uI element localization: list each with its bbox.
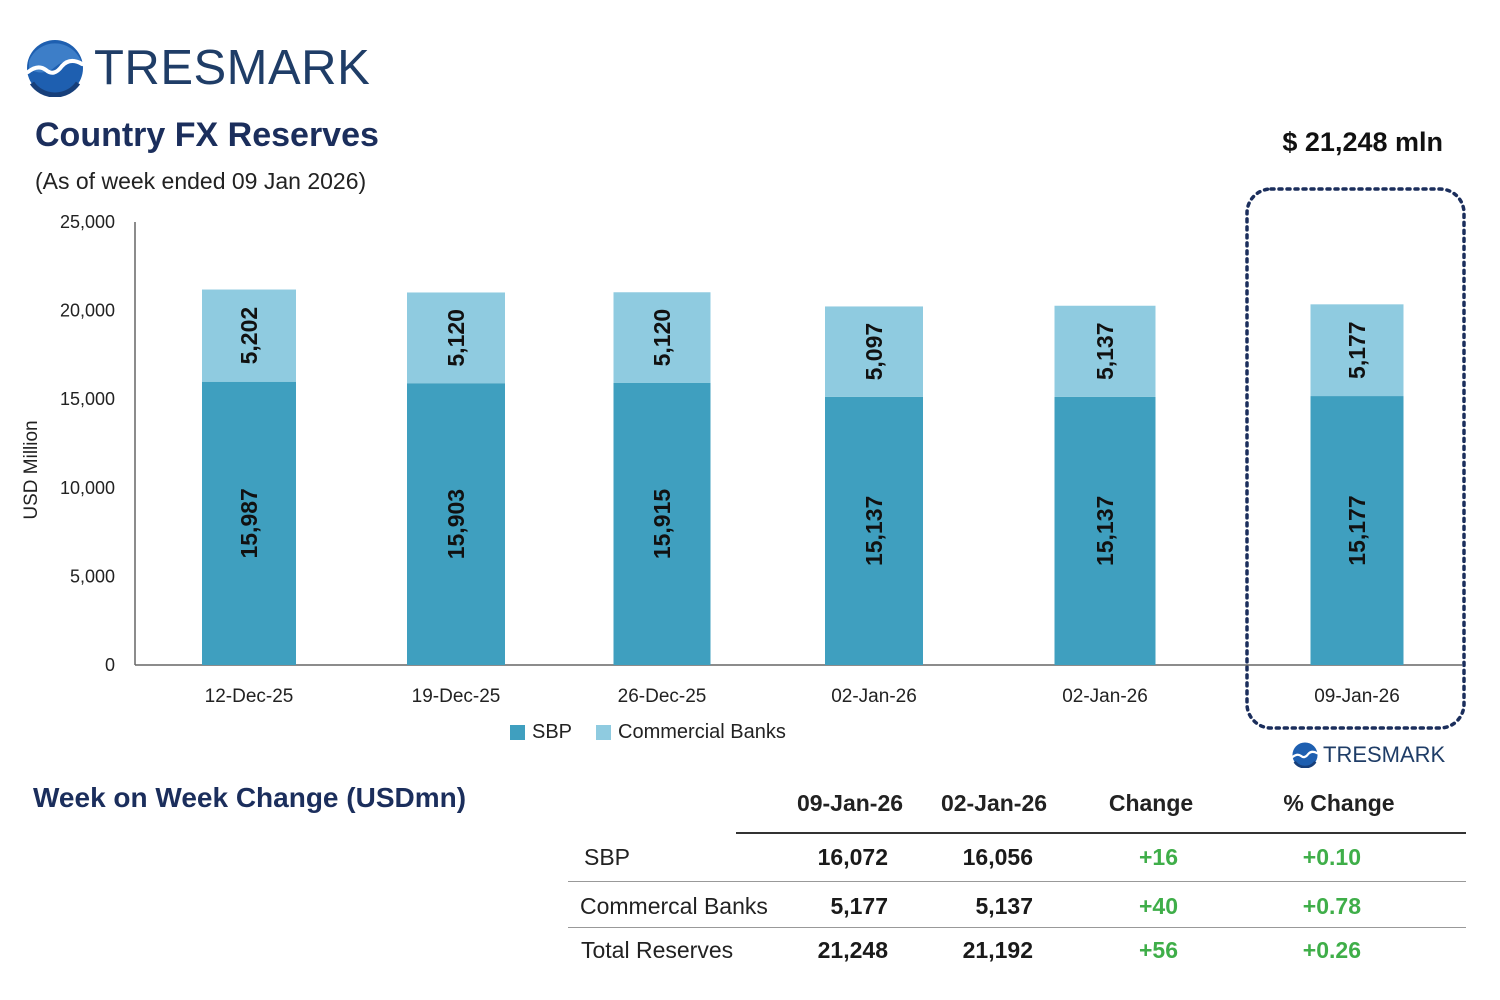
bar-sbp xyxy=(1310,396,1404,665)
page-subtitle: (As of week ended 09 Jan 2026) xyxy=(35,168,367,194)
data-label-commercial-banks: 5,202 xyxy=(236,307,262,365)
bar-commercial-banks xyxy=(1310,304,1404,397)
legend-swatch-sbp xyxy=(510,724,525,740)
total-reserves-callout: $ 21,248 mln xyxy=(1282,127,1443,157)
brand-watermark-name: TRESMARK xyxy=(1323,742,1446,767)
y-tick-label: 5,000 xyxy=(70,566,115,586)
data-label-sbp: 15,987 xyxy=(236,488,262,558)
data-label-sbp: 15,177 xyxy=(1344,495,1370,565)
wow-row-current-commercial-banks: 5,177 xyxy=(830,893,888,919)
wow-row-change-commercial-banks: +40 xyxy=(1138,893,1178,919)
x-tick-label: 12-Dec-25 xyxy=(205,686,294,707)
bar-commercial-banks xyxy=(407,292,505,384)
legend-item-commercial-banks: Commercial Banks xyxy=(596,721,786,744)
data-label-sbp: 15,137 xyxy=(1092,496,1118,566)
bar-sbp xyxy=(202,381,296,665)
data-label-commercial-banks: 5,137 xyxy=(1092,322,1118,380)
highlight-box xyxy=(1245,187,1466,730)
y-tick-label: 10,000 xyxy=(60,478,115,498)
bar-commercial-banks xyxy=(202,289,296,382)
wow-row-rule-2 xyxy=(568,927,1466,928)
bar-sbp xyxy=(407,383,505,665)
x-tick-label: 02-Jan-26 xyxy=(1062,686,1148,707)
wow-header-change: Change xyxy=(1108,790,1194,816)
wow-header-current: 09-Jan-26 xyxy=(796,790,904,816)
wow-row-label-total: Total Reserves xyxy=(581,937,734,963)
bar-commercial-banks xyxy=(1054,305,1156,397)
y-tick-label: 25,000 xyxy=(60,212,115,232)
wow-row-previous-sbp: 16,056 xyxy=(962,844,1033,870)
bar-sbp xyxy=(613,382,711,665)
brand-logo: TRESMARK xyxy=(26,38,370,98)
wow-row-current-total: 21,248 xyxy=(817,937,888,963)
wow-row-label-sbp: SBP xyxy=(584,844,631,870)
wow-row-previous-total: 21,192 xyxy=(962,937,1033,963)
wow-header-previous: 02-Jan-26 xyxy=(940,790,1048,816)
wow-header-pct-change: % Change xyxy=(1283,790,1395,816)
wow-header-rule xyxy=(736,832,1466,834)
data-label-commercial-banks: 5,177 xyxy=(1344,321,1370,379)
x-tick-label: 02-Jan-26 xyxy=(831,686,917,707)
data-label-commercial-banks: 5,097 xyxy=(861,323,887,381)
wow-row-previous-commercial-banks: 5,137 xyxy=(975,893,1033,919)
wow-row-rule-1 xyxy=(568,881,1466,882)
data-label-sbp: 15,903 xyxy=(443,489,469,559)
globe-wave-icon xyxy=(1292,742,1318,768)
wow-table: 09-Jan-26 02-Jan-26 Change % Change SBP … xyxy=(566,778,1466,978)
x-tick-label: 19-Dec-25 xyxy=(412,686,501,707)
data-label-sbp: 15,137 xyxy=(861,496,887,566)
wow-row-change-sbp: +16 xyxy=(1138,844,1178,870)
wow-row-change-total: +56 xyxy=(1138,937,1178,963)
legend-label-sbp: SBP xyxy=(532,720,573,743)
brand-watermark: TRESMARK xyxy=(1292,740,1445,770)
legend-label-commercial-banks: Commercial Banks xyxy=(618,720,786,743)
y-tick-label: 20,000 xyxy=(60,301,115,321)
bar-commercial-banks xyxy=(613,292,711,383)
bar-commercial-banks xyxy=(825,306,923,397)
data-label-commercial-banks: 5,120 xyxy=(443,309,469,367)
data-label-commercial-banks: 5,120 xyxy=(649,309,675,367)
chart-legend: SBP Commercial Banks xyxy=(510,720,810,744)
wow-title: Week on Week Change (USDmn) xyxy=(33,782,467,813)
wow-row-current-sbp: 16,072 xyxy=(817,844,888,870)
x-tick-label: 09-Jan-26 xyxy=(1314,686,1400,707)
bar-sbp xyxy=(1054,396,1156,665)
y-tick-label: 0 xyxy=(105,655,115,675)
y-tick-label: 15,000 xyxy=(60,389,115,409)
bar-sbp xyxy=(825,396,923,665)
wow-row-pct-sbp: +0.10 xyxy=(1302,844,1361,870)
brand-name: TRESMARK xyxy=(94,40,371,95)
wow-row-pct-commercial-banks: +0.78 xyxy=(1302,893,1361,919)
legend-swatch-commercial-banks xyxy=(596,724,612,740)
data-label-sbp: 15,915 xyxy=(649,489,675,560)
wow-row-label-commercial-banks: Commercal Banks xyxy=(580,893,768,919)
legend-item-sbp: SBP xyxy=(510,721,572,744)
x-tick-label: 26-Dec-25 xyxy=(618,686,707,707)
page-title: Country FX Reserves xyxy=(35,116,379,154)
y-axis-label: USD Million xyxy=(21,420,42,519)
wow-row-pct-total: +0.26 xyxy=(1302,937,1361,963)
globe-wave-icon xyxy=(26,40,84,97)
